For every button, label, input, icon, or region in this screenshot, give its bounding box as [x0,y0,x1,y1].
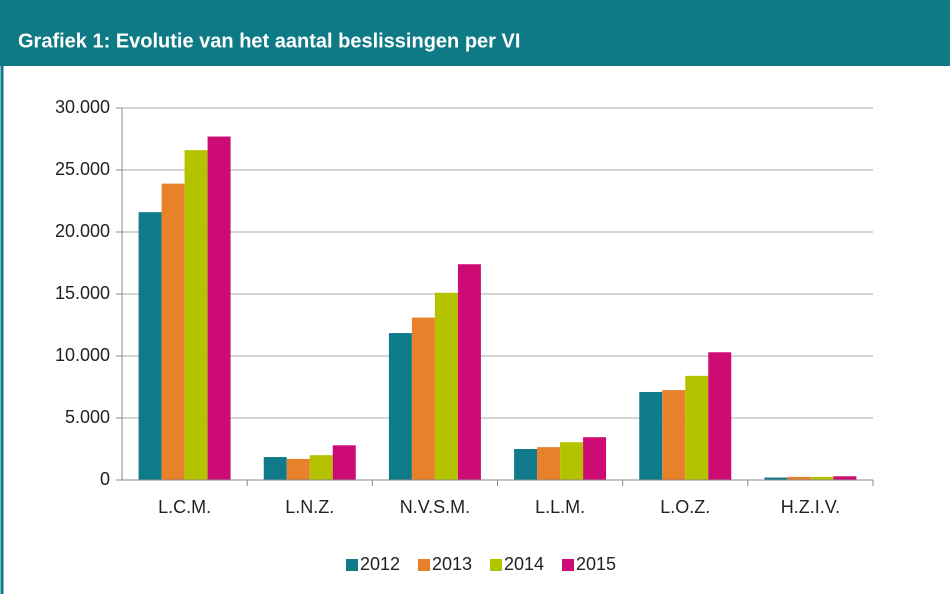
bar [583,437,607,480]
bar [810,476,834,480]
legend-swatch [562,559,574,571]
bar [309,455,333,480]
bar [263,457,287,480]
bar [161,183,185,480]
x-tick-label: H.Z.I.V. [781,497,840,517]
y-tick-label: 30.000 [55,97,110,117]
bar [286,458,310,480]
bar [787,476,811,480]
bar [184,150,208,480]
legend-label: 2014 [504,554,544,574]
legend-label: 2015 [576,554,616,574]
bar [207,136,231,480]
bar [514,449,538,480]
y-tick-label: 25.000 [55,159,110,179]
y-tick-label: 0 [100,469,110,489]
bar [764,477,788,480]
y-tick-label: 15.000 [55,283,110,303]
bar [388,333,412,480]
bar [457,264,481,480]
bar [708,352,732,480]
x-tick-label: L.N.Z. [285,497,334,517]
x-tick-label: L.O.Z. [660,497,710,517]
y-tick-label: 10.000 [55,345,110,365]
bar [332,445,356,480]
legend-label: 2012 [360,554,400,574]
bar [537,447,561,480]
bar [833,476,857,480]
legend-swatch [418,559,430,571]
x-tick-label: L.L.M. [535,497,585,517]
x-tick-label: N.V.S.M. [400,497,470,517]
bar [138,212,162,480]
chart-title: Grafiek 1: Evolutie van het aantal besli… [18,30,520,52]
bar [434,292,458,480]
legend-swatch [490,559,502,571]
bar [685,375,709,480]
bar [411,317,435,480]
bar [560,442,584,480]
legend-label: 2013 [432,554,472,574]
bar [639,391,663,480]
y-tick-label: 20.000 [55,221,110,241]
bar [662,390,686,480]
legend-swatch [346,559,358,571]
x-tick-label: L.C.M. [158,497,211,517]
y-tick-label: 5.000 [65,407,110,427]
header-bar [0,0,950,66]
